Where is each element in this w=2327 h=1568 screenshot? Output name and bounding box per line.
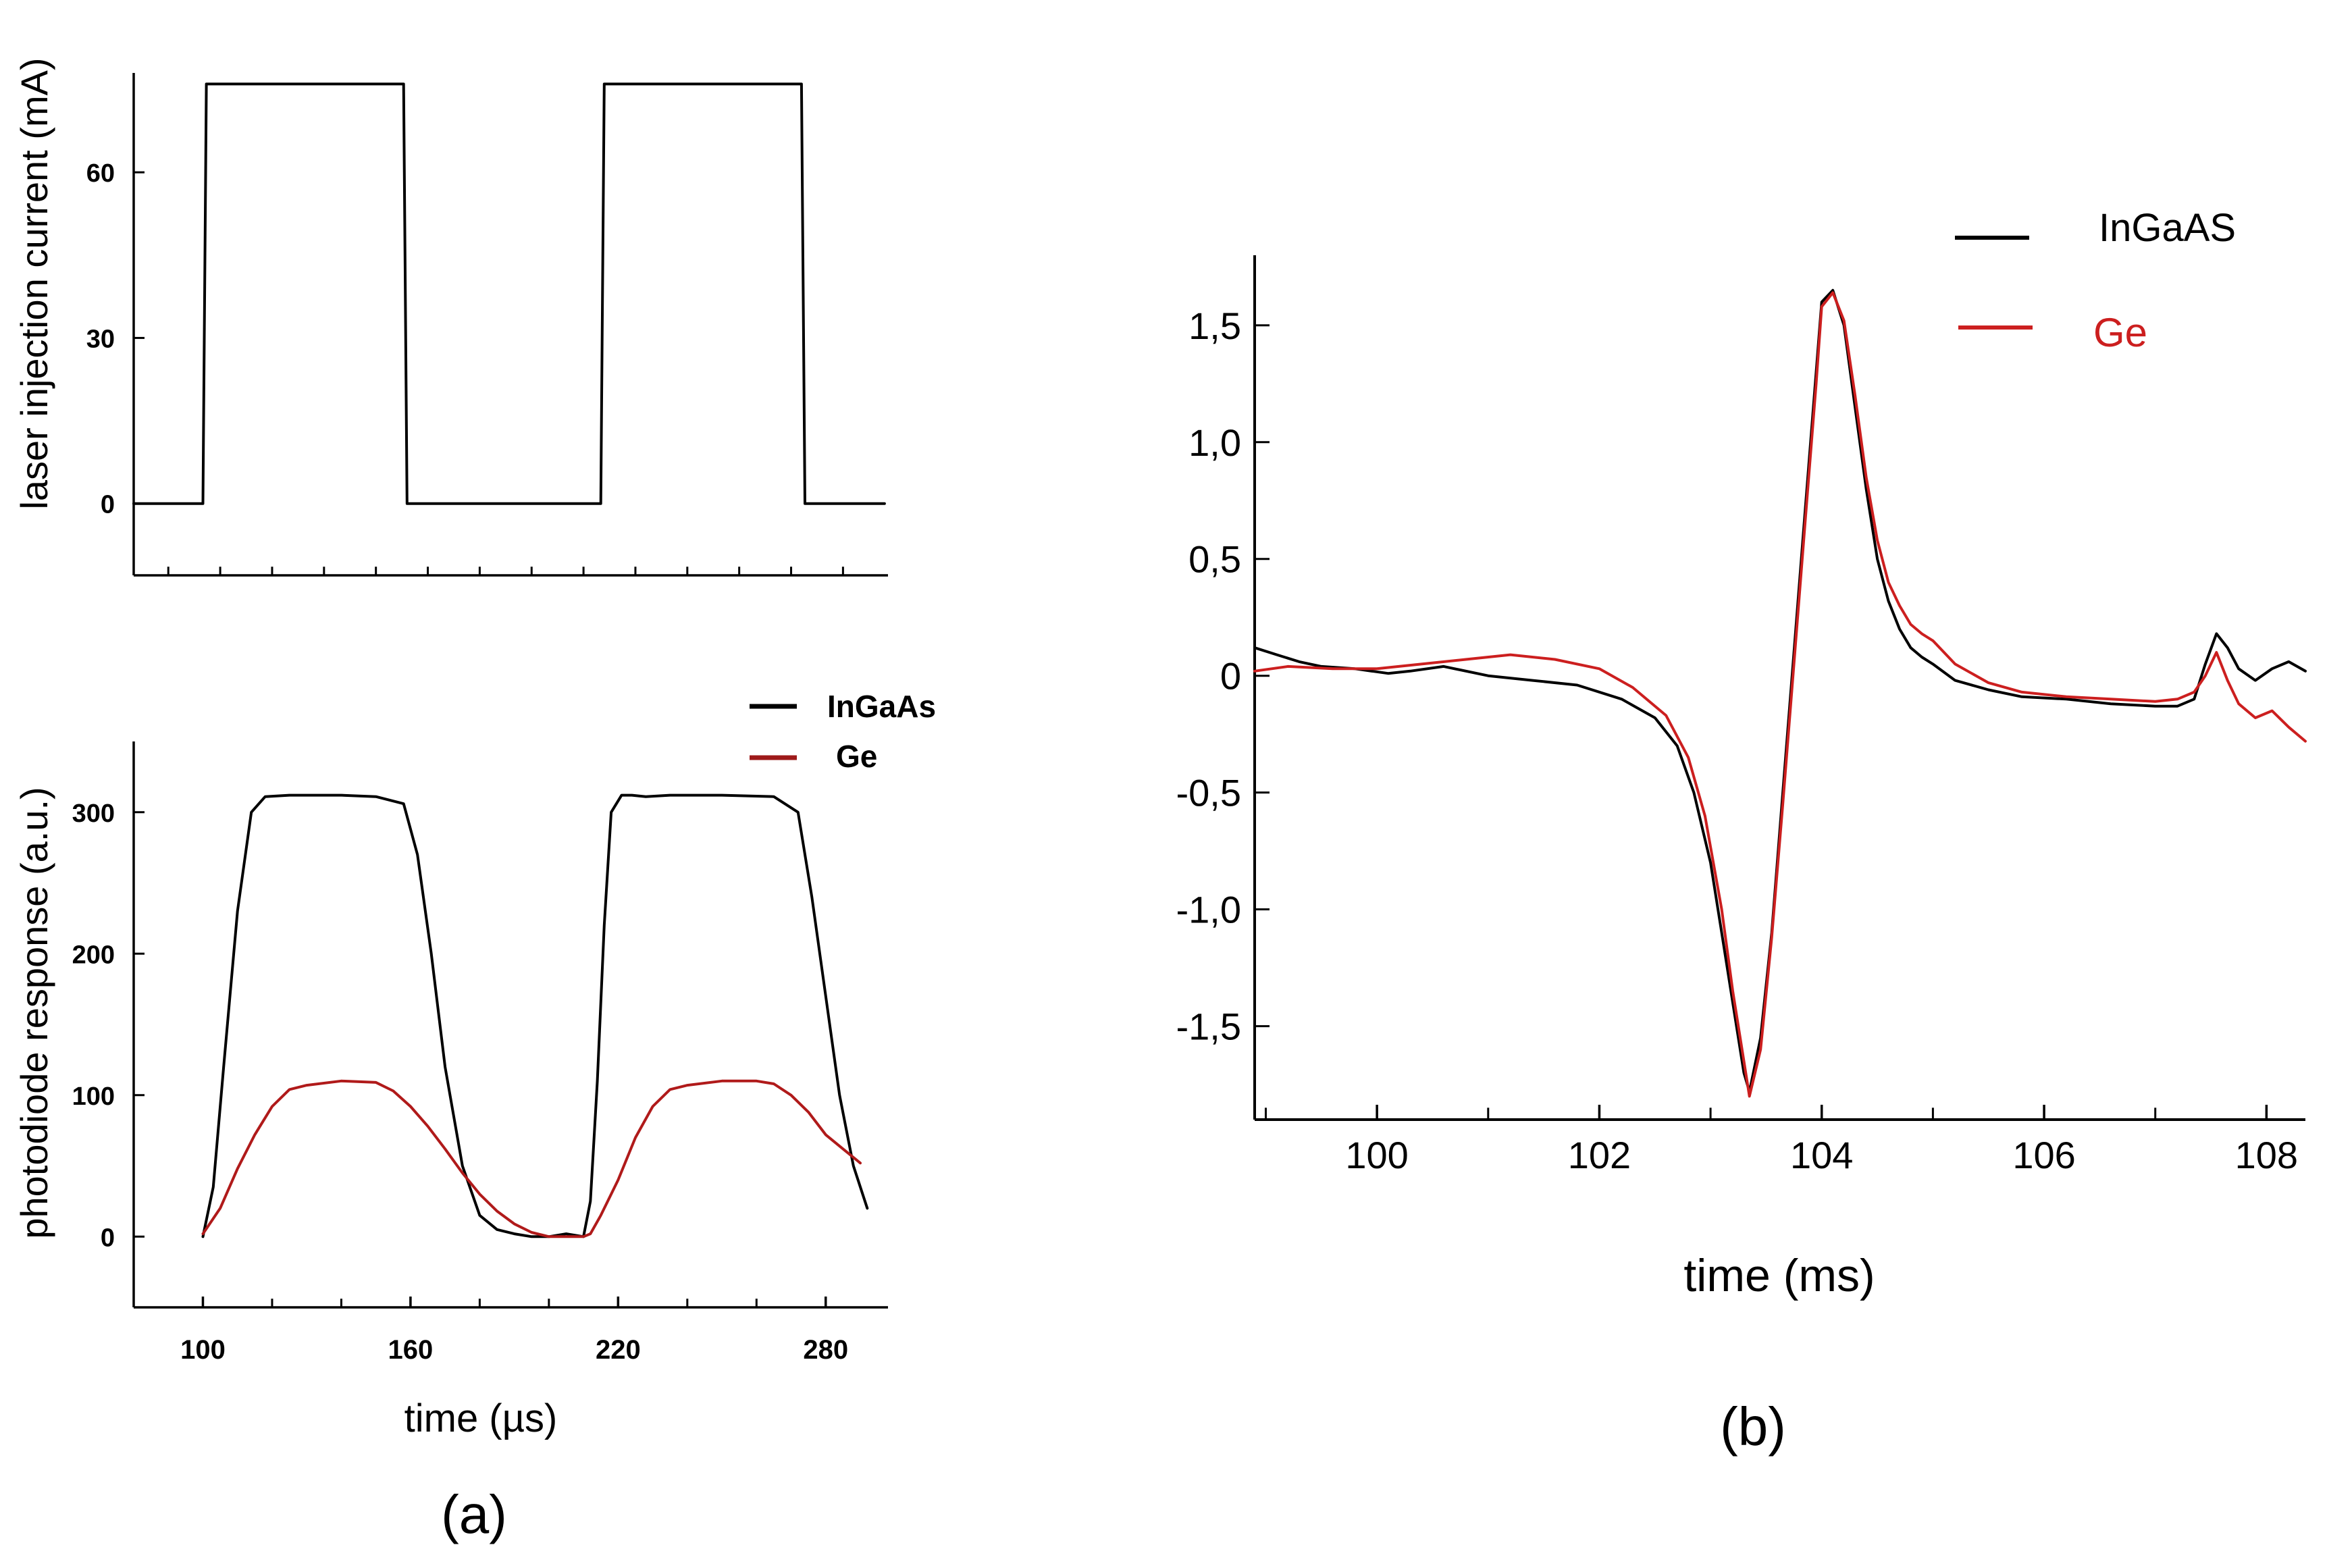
b-series-ge (1253, 291, 2307, 1098)
a-legend: InGaAs Ge (750, 689, 936, 774)
panel-b-label: (b) (1720, 1396, 1786, 1457)
a-bottom-x-tick-label: 220 (596, 1335, 641, 1365)
b-legend-label-ge: Ge (2093, 310, 2147, 355)
b-legend-label-ingaas: InGaAS (2099, 206, 2236, 250)
a-bottom-y-tick-label: 300 (72, 800, 115, 828)
b-y-tick-label: -1,0 (1176, 889, 1242, 931)
a-top-series-laser-injection-current (132, 82, 886, 505)
a-bottom-x-tick-label: 160 (388, 1335, 434, 1365)
b-x-axis-title: time (ms) (1683, 1250, 1875, 1301)
b-y-tick-label: 0,5 (1188, 538, 1241, 581)
b-series-ingaas (1253, 288, 2307, 1093)
b-x-tick-label: 100 (1345, 1134, 1408, 1176)
a-legend-label-ge: Ge (836, 739, 877, 774)
panel-a-bottom-chart: 0 100 200 300 100 160 220 280 photodiode respo… (13, 689, 936, 1440)
a-bottom-y-axis-title: photodiode response (a.u.) (13, 787, 55, 1238)
a-top-y-tick-label: 60 (86, 159, 115, 188)
a-bottom-x-tick-label: 280 (803, 1335, 848, 1365)
a-top-y-tick-label: 30 (86, 325, 115, 353)
a-top-y-axis-title: laser injection current (mA) (13, 57, 55, 509)
a-top-y-tick-label: 0 (101, 491, 115, 519)
a-bottom-y-tick-label: 200 (72, 941, 115, 969)
a-bottom-x-axis-title: time (µs) (404, 1396, 558, 1440)
b-x-tick-label: 102 (1568, 1134, 1631, 1176)
b-y-tick-label: 0 (1220, 655, 1241, 698)
a-bottom-y-tick-label: 0 (101, 1224, 115, 1252)
b-y-tick-label: -0,5 (1176, 772, 1242, 814)
b-x-tick-label: 106 (2012, 1134, 2075, 1176)
b-y-tick-label: 1,5 (1188, 305, 1241, 347)
b-y-tick-label: -1,5 (1176, 1005, 1242, 1048)
panel-a-label: (a) (441, 1484, 507, 1544)
b-x-tick-label: 108 (2235, 1134, 2298, 1176)
panel-b-chart: 1,5 1,0 0,5 0 -0,5 -1,0 -1,5 100 102 104 106 108 t… (1176, 206, 2307, 1301)
b-y-tick-label: 1,0 (1188, 421, 1241, 464)
b-legend: InGaAS Ge (1955, 206, 2236, 355)
b-x-tick-label: 104 (1790, 1134, 1853, 1176)
a-bottom-y-tick-label: 100 (72, 1082, 115, 1111)
a-bottom-x-tick-label: 100 (180, 1335, 226, 1365)
panel-a-top-chart: 0 30 60 laser injection current (mA) (13, 57, 888, 577)
a-legend-label-ingaas: InGaAs (827, 689, 936, 724)
a-bottom-series-ge (201, 1079, 862, 1238)
